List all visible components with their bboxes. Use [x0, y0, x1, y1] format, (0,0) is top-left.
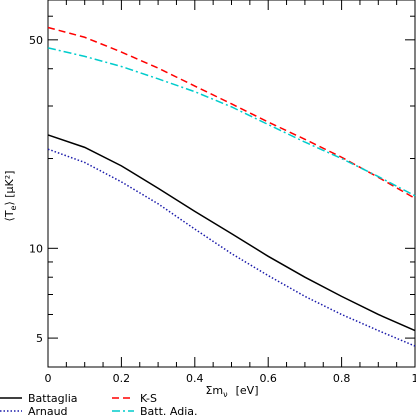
x-tick-label: 0.2 — [113, 372, 131, 385]
series-line-battaglia — [47, 134, 416, 332]
series-lines — [47, 26, 416, 347]
series-line-arnaud — [47, 148, 416, 347]
y-axis-label-open: ⟨T — [3, 210, 16, 221]
axis-ticks — [47, 0, 416, 367]
legend-label: K-S — [140, 392, 157, 405]
y-axis-label-sub: e — [9, 205, 18, 210]
tick-labels: 0 0.2 0.4 0.6 0.8 1 5 10 50 — [29, 34, 416, 385]
x-tick-label: 0.8 — [333, 372, 351, 385]
x-axis-label: Σmν [eV] — [205, 384, 258, 399]
x-tick-label: 1 — [412, 372, 416, 385]
series-line-batt-adia — [47, 47, 416, 197]
x-tick-label: 0 — [45, 372, 52, 385]
legend-label: Batt. Adia. — [140, 405, 198, 416]
x-axis-label-unit: [eV] — [236, 384, 259, 397]
x-axis-label-main: Σm — [205, 384, 223, 397]
y-tick-label: 10 — [29, 242, 43, 255]
x-tick-label: 0.6 — [259, 372, 277, 385]
plot-frame — [47, 0, 416, 368]
y-axis-label-close: ⟩ [μK²] — [3, 171, 16, 206]
y-tick-label: 50 — [29, 34, 43, 47]
x-tick-label: 0.4 — [186, 372, 204, 385]
y-axis-label: ⟨Te⟩ [μK²] — [3, 171, 18, 222]
y-tick-label: 5 — [36, 332, 43, 345]
legend-label: Battaglia — [28, 392, 78, 405]
legend-label: Arnaud — [28, 405, 68, 416]
x-axis-label-sub: ν — [223, 390, 228, 399]
series-line-k-s — [47, 26, 416, 200]
